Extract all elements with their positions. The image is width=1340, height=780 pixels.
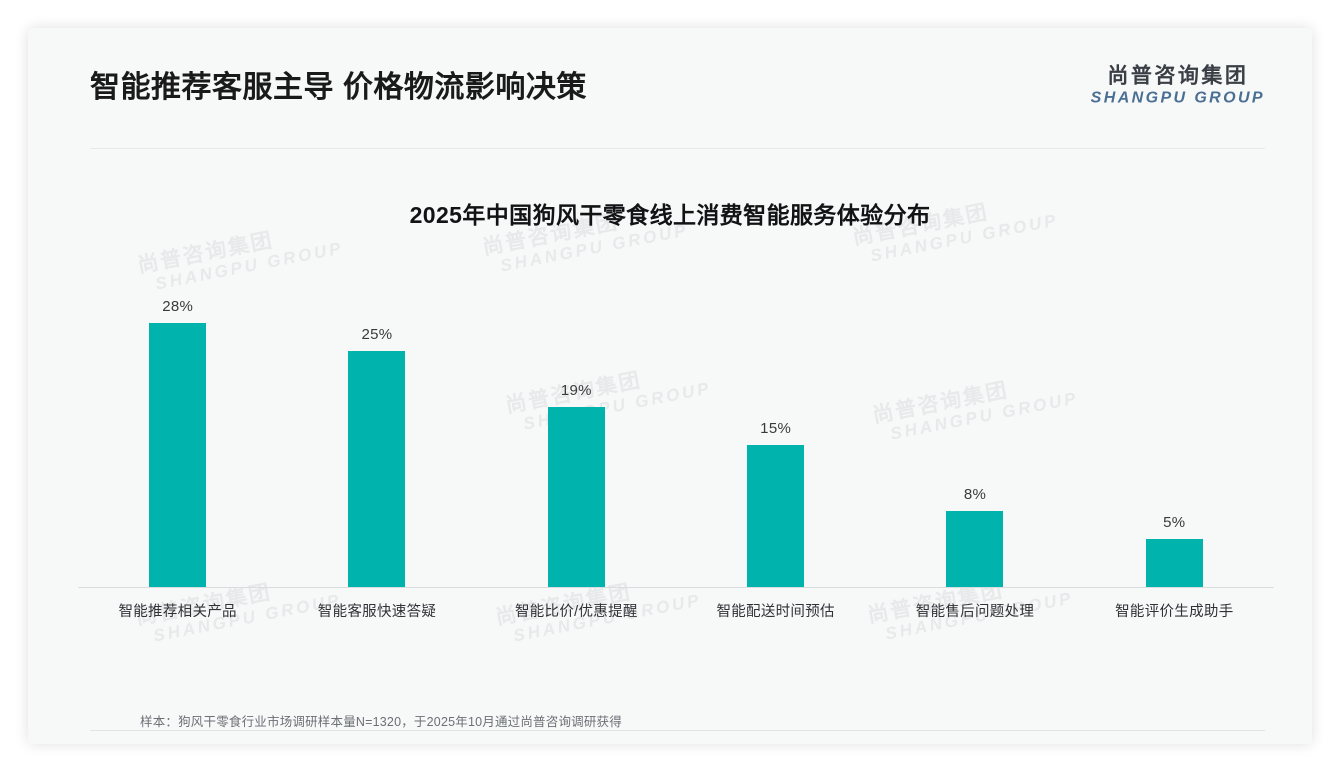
bar-group: 28% 25% 19% 15% 8%: [78, 258, 1274, 587]
chart-plot-area: 28% 25% 19% 15% 8%: [78, 258, 1274, 588]
slide-canvas: 尚普咨询集团 SHANGPU GROUP 尚普咨询集团 SHANGPU GROU…: [28, 28, 1312, 744]
category-label: 智能售后问题处理: [915, 604, 1035, 620]
slide-footer: ©2025.12 SHANGPU GROUP www.shangpu-china…: [28, 730, 1312, 744]
category-axis-labels: 智能推荐相关产品 智能客服快速答疑 智能比价/优惠提醒 智能配送时间预估 智能售…: [78, 600, 1274, 621]
bar-slot: 25%: [277, 258, 476, 587]
slide-header: 智能推荐客服主导 价格物流影响决策 尚普咨询集团 SHANGPU GROUP: [28, 28, 1312, 124]
bar-slot: 8%: [875, 258, 1074, 587]
bar-value-label: 25%: [361, 326, 393, 343]
category-label: 智能推荐相关产品: [118, 604, 237, 620]
bar-value-label: 5%: [1163, 514, 1186, 531]
bar-slot: 19%: [477, 258, 676, 587]
bar[interactable]: [747, 445, 805, 587]
bar[interactable]: [149, 323, 207, 587]
bar-value-label: 19%: [560, 382, 592, 399]
bar-slot: 28%: [78, 258, 277, 587]
bar[interactable]: [946, 511, 1004, 587]
chart-title: 2025年中国狗风干零食线上消费智能服务体验分布: [409, 202, 931, 228]
category-label: 智能比价/优惠提醒: [514, 604, 638, 620]
bar-slot: 15%: [676, 258, 875, 587]
header-divider: [90, 148, 1265, 149]
bar-value-label: 15%: [760, 420, 792, 437]
chart-container: 2025年中国狗风干零食线上消费智能服务体验分布 28% 25% 19% 15%: [28, 148, 1312, 693]
bar-slot: 5%: [1075, 258, 1274, 587]
category-label: 智能评价生成助手: [1115, 604, 1234, 620]
bar[interactable]: [1145, 539, 1203, 587]
brand-logo: 尚普咨询集团 SHANGPU GROUP: [1091, 64, 1265, 107]
bar-value-label: 28%: [162, 298, 194, 315]
category-label: 智能客服快速答疑: [317, 604, 437, 620]
bar-value-label: 8%: [963, 486, 987, 503]
brand-logo-en: SHANGPU GROUP: [1090, 89, 1265, 107]
brand-logo-cn: 尚普咨询集团: [1107, 64, 1249, 88]
bar[interactable]: [547, 407, 605, 587]
sample-note: 样本：狗风干零食行业市场调研样本量N=1320，于2025年10月通过尚普咨询调…: [140, 715, 622, 729]
category-label: 智能配送时间预估: [716, 604, 835, 620]
bar[interactable]: [348, 351, 406, 587]
page-title: 智能推荐客服主导 价格物流影响决策: [90, 71, 587, 104]
footer-divider: [90, 730, 1265, 731]
chart-axis-baseline: [78, 587, 1274, 588]
